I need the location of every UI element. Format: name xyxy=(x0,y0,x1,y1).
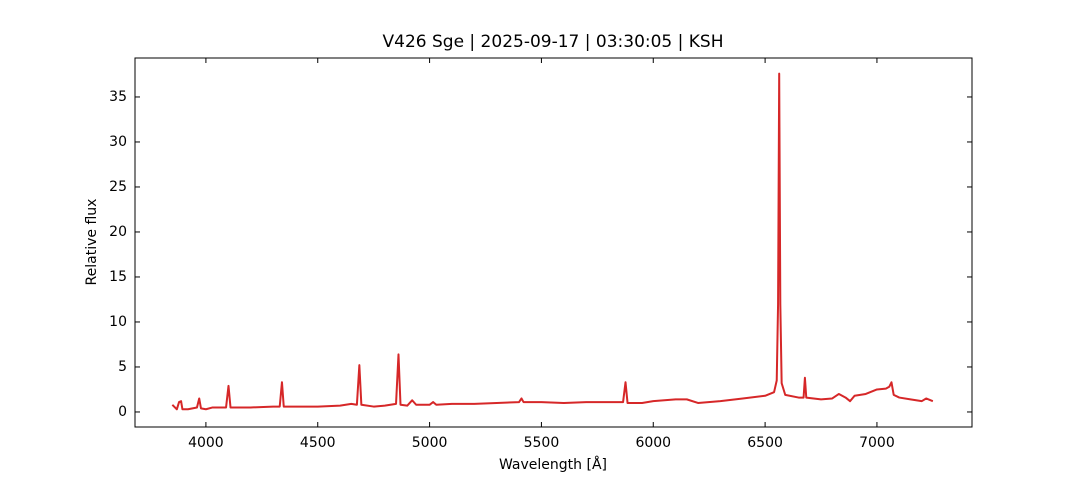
spectrum-line xyxy=(171,72,934,411)
y-tick-label: 5 xyxy=(118,359,127,375)
x-tick-label: 5500 xyxy=(524,435,560,451)
y-axis-label: Relative flux xyxy=(84,199,100,286)
plot-frame xyxy=(134,57,973,428)
y-tick-label: 0 xyxy=(118,404,127,420)
y-tick-label: 30 xyxy=(109,134,127,150)
x-tick-label: 4000 xyxy=(188,435,224,451)
y-tick-label: 25 xyxy=(109,179,127,195)
y-tick-label: 35 xyxy=(109,89,127,105)
x-tick-label: 7000 xyxy=(859,435,895,451)
x-axis-label: Wavelength [Å] xyxy=(499,456,607,473)
y-tick-label: 20 xyxy=(109,224,127,240)
x-tick-label: 6500 xyxy=(747,435,783,451)
x-tick-label: 4500 xyxy=(300,435,336,451)
x-tick-label: 6000 xyxy=(635,435,671,451)
y-tick-label: 15 xyxy=(109,269,127,285)
x-tick-label: 5000 xyxy=(412,435,448,451)
chart-title: V426 Sge | 2025-09-17 | 03:30:05 | KSH xyxy=(383,32,724,52)
y-tick-label: 10 xyxy=(109,314,127,330)
